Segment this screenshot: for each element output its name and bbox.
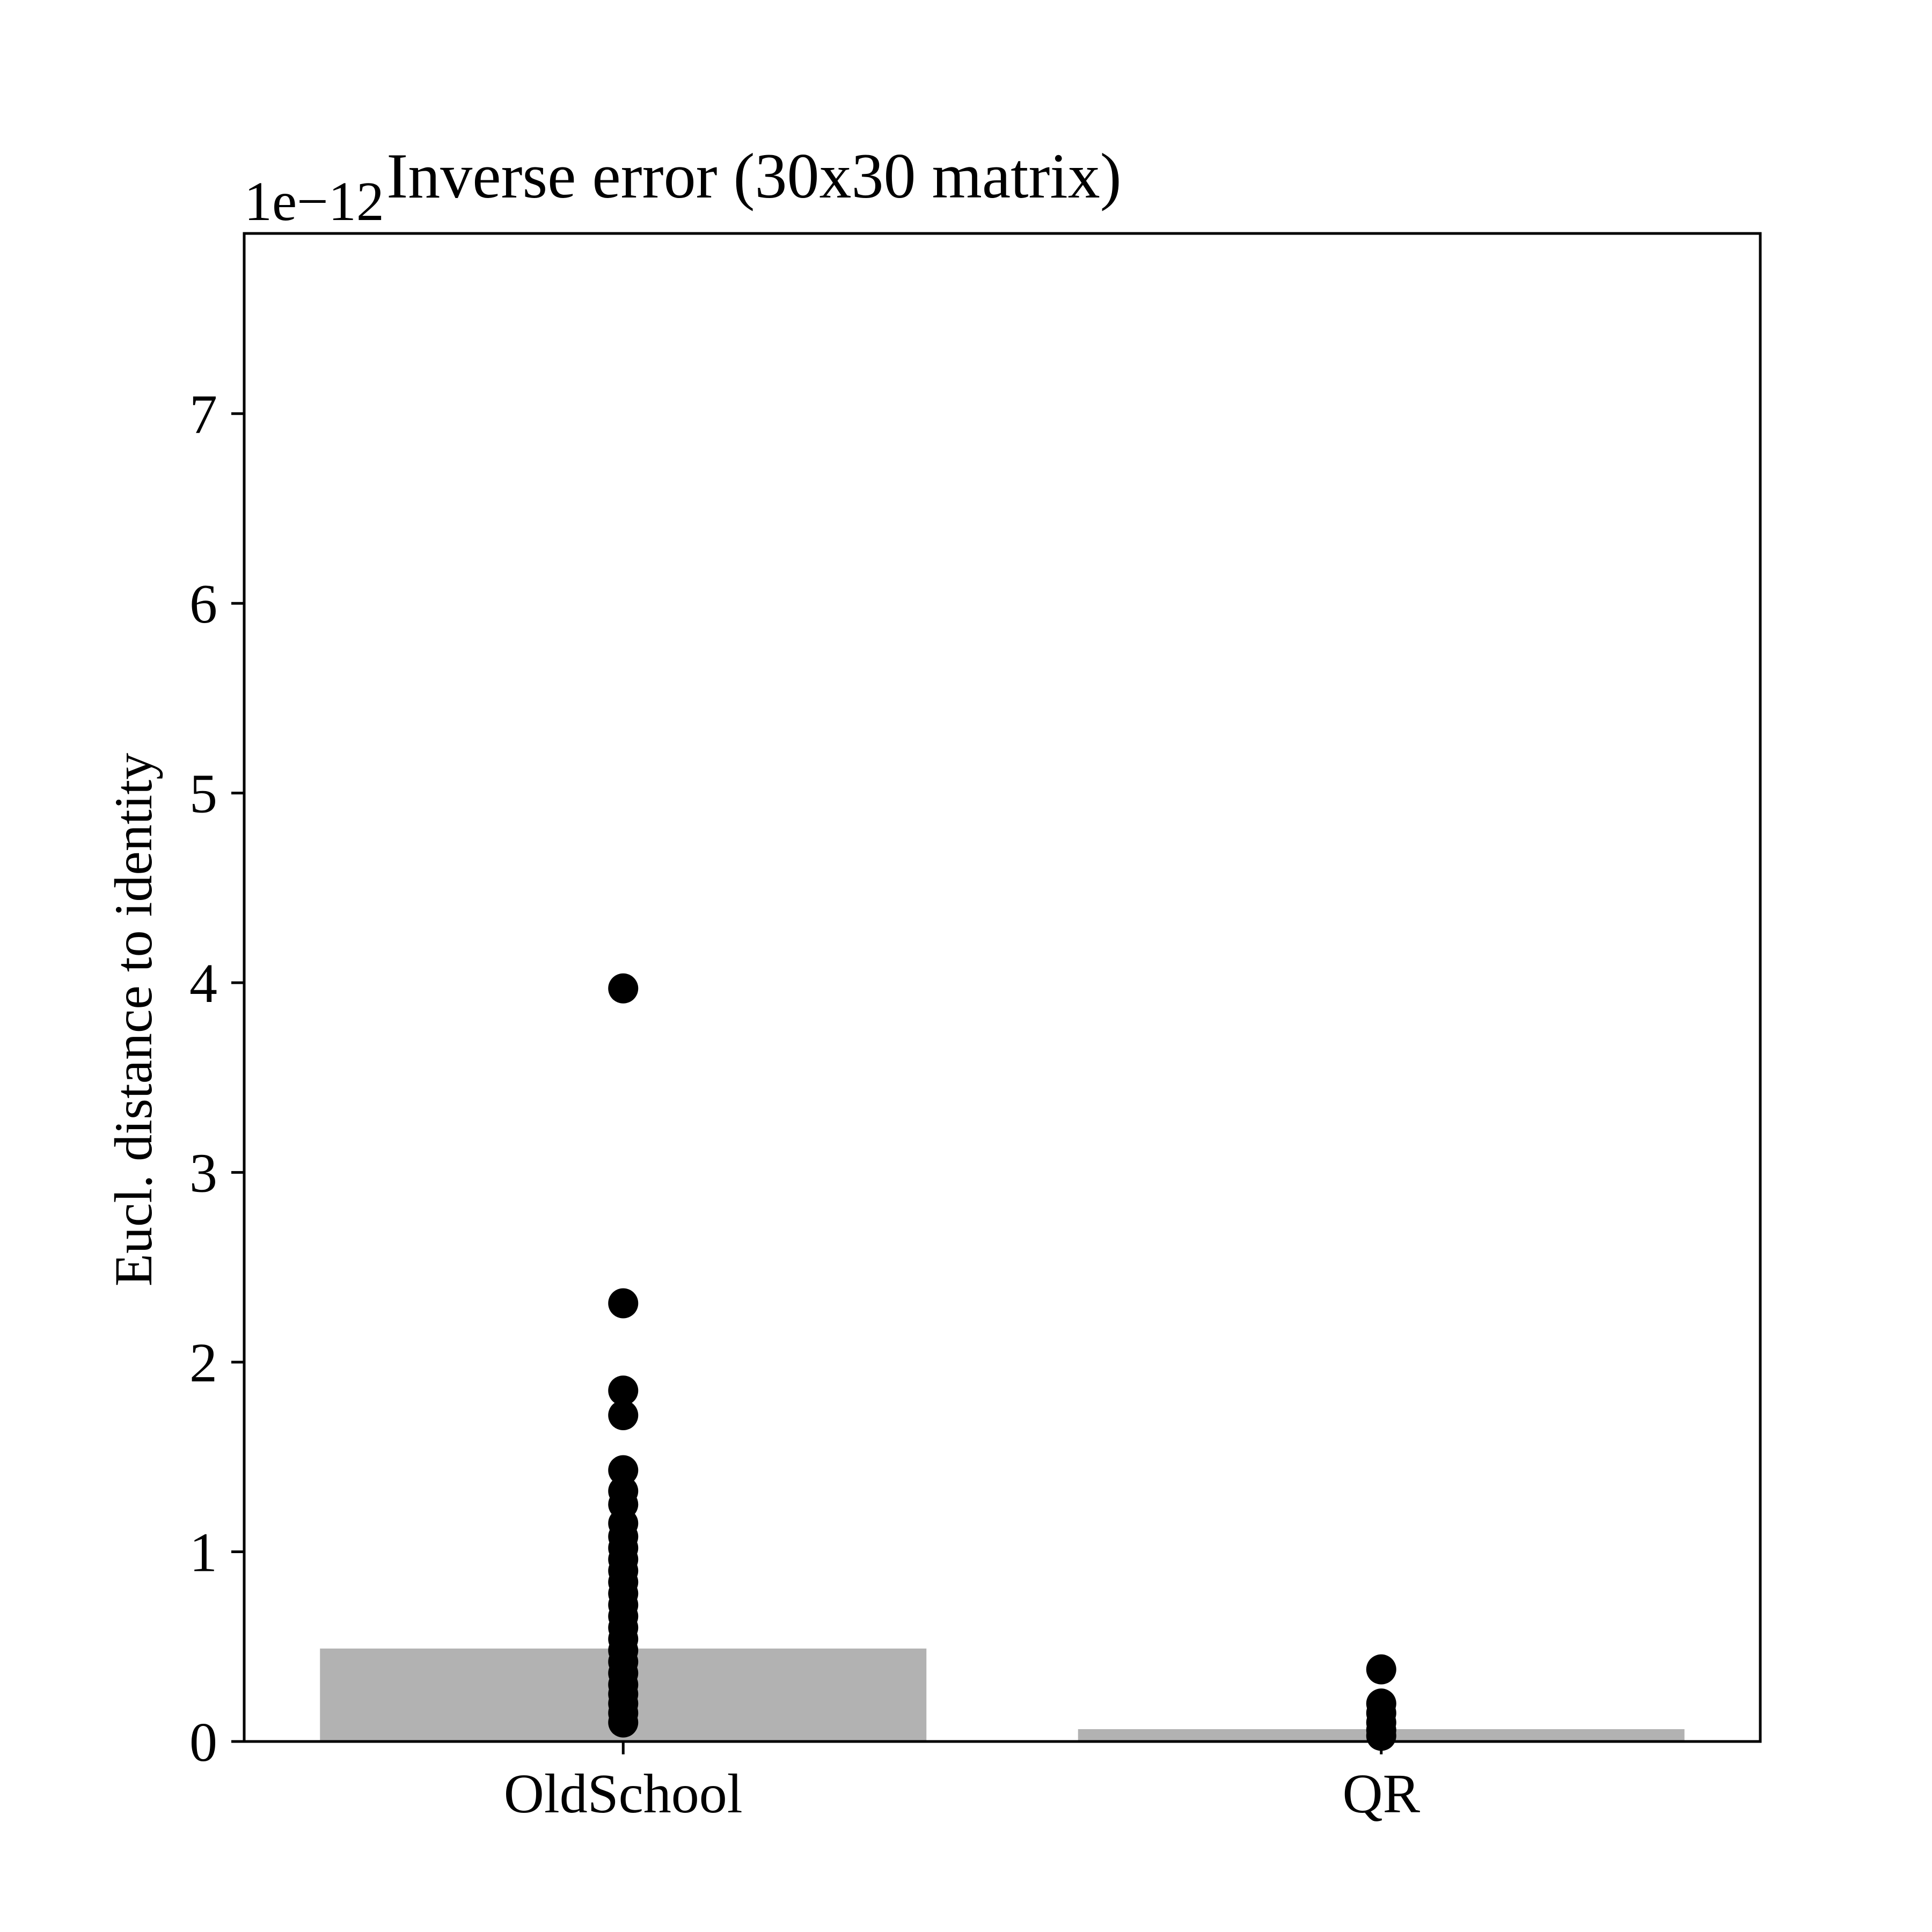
y-tick-label-1: 1 xyxy=(189,1522,217,1584)
y-tick-label-2: 2 xyxy=(189,1332,217,1394)
point-oldschool-25 xyxy=(608,1707,639,1738)
y-tick-label-6: 6 xyxy=(189,573,217,635)
x-ticks: OldSchool QR xyxy=(504,1741,1421,1825)
point-oldschool-3 xyxy=(608,1400,639,1431)
point-qr-5 xyxy=(1366,1721,1396,1751)
y-tick-label-3: 3 xyxy=(189,1143,217,1204)
points xyxy=(608,973,1396,1751)
plot-frame xyxy=(243,232,1762,1743)
y-tick-label-0: 0 xyxy=(189,1711,217,1773)
y-scale-label: 1e−12 xyxy=(244,171,384,232)
point-oldschool-1 xyxy=(608,1288,639,1319)
y-tick-label-4: 4 xyxy=(189,953,217,1014)
bars xyxy=(320,1648,1685,1741)
y-ticks: 0 1 2 3 4 5 6 7 xyxy=(189,384,244,1773)
x-tick-label-qr: QR xyxy=(1343,1763,1421,1825)
point-oldschool-0 xyxy=(608,973,639,1004)
x-tick-label-oldschool: OldSchool xyxy=(504,1763,743,1825)
chart-title: Inverse error (30x30 matrix) xyxy=(386,140,1121,211)
y-tick-label-7: 7 xyxy=(189,384,217,445)
y-axis-label: Eucl. distance to identity xyxy=(104,753,163,1286)
y-tick-label-5: 5 xyxy=(189,763,217,825)
point-oldschool-2 xyxy=(608,1375,639,1406)
point-qr-0 xyxy=(1366,1654,1396,1685)
point-oldschool-4 xyxy=(608,1455,639,1485)
